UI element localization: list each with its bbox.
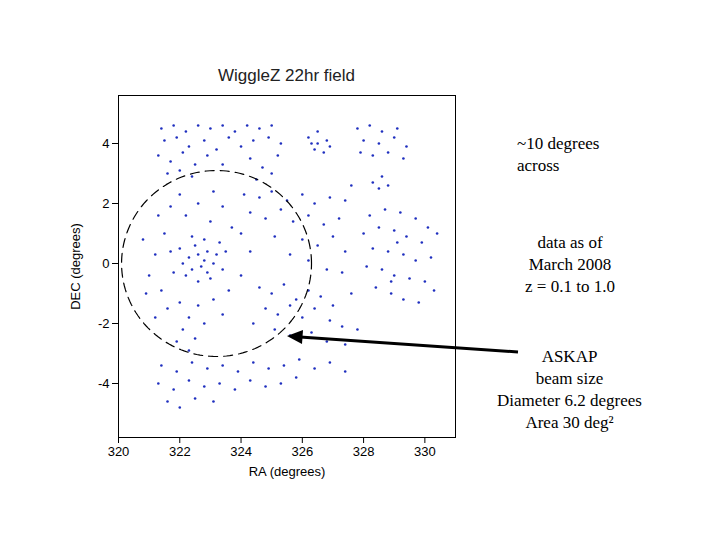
svg-text:326: 326 [291,444,313,459]
html-text:ASKAP: ASKAP [541,347,598,366]
html-text:Area 30 deg²: Area 30 deg² [525,413,614,432]
svg-text:328: 328 [353,444,375,459]
svg-text:RA (degrees): RA (degrees) [249,464,326,479]
html-text:WiggleZ 22hr field: WiggleZ 22hr field [218,66,355,85]
html-text:beam size: beam size [535,369,604,388]
html-text:z = 0.1 to 1.0: z = 0.1 to 1.0 [525,277,615,296]
svg-text:0: 0 [102,256,109,271]
svg-text:-2: -2 [98,316,110,331]
html-text:March 2008: March 2008 [528,255,612,274]
svg-text:320: 320 [108,444,130,459]
svg-text:330: 330 [414,444,436,459]
svg-text:2: 2 [102,196,109,211]
svg-text:DEC (degrees): DEC (degrees) [68,223,83,310]
html-text:Diameter 6.2 degrees: Diameter 6.2 degrees [497,391,642,410]
svg-text:324: 324 [230,444,252,459]
svg-text:4: 4 [102,136,109,151]
html-text:across: across [517,156,560,175]
svg-text:322: 322 [169,444,191,459]
svg-text:-4: -4 [98,376,110,391]
html-text:~10 degrees: ~10 degrees [517,134,600,153]
html-text:data as of: data as of [537,233,603,252]
